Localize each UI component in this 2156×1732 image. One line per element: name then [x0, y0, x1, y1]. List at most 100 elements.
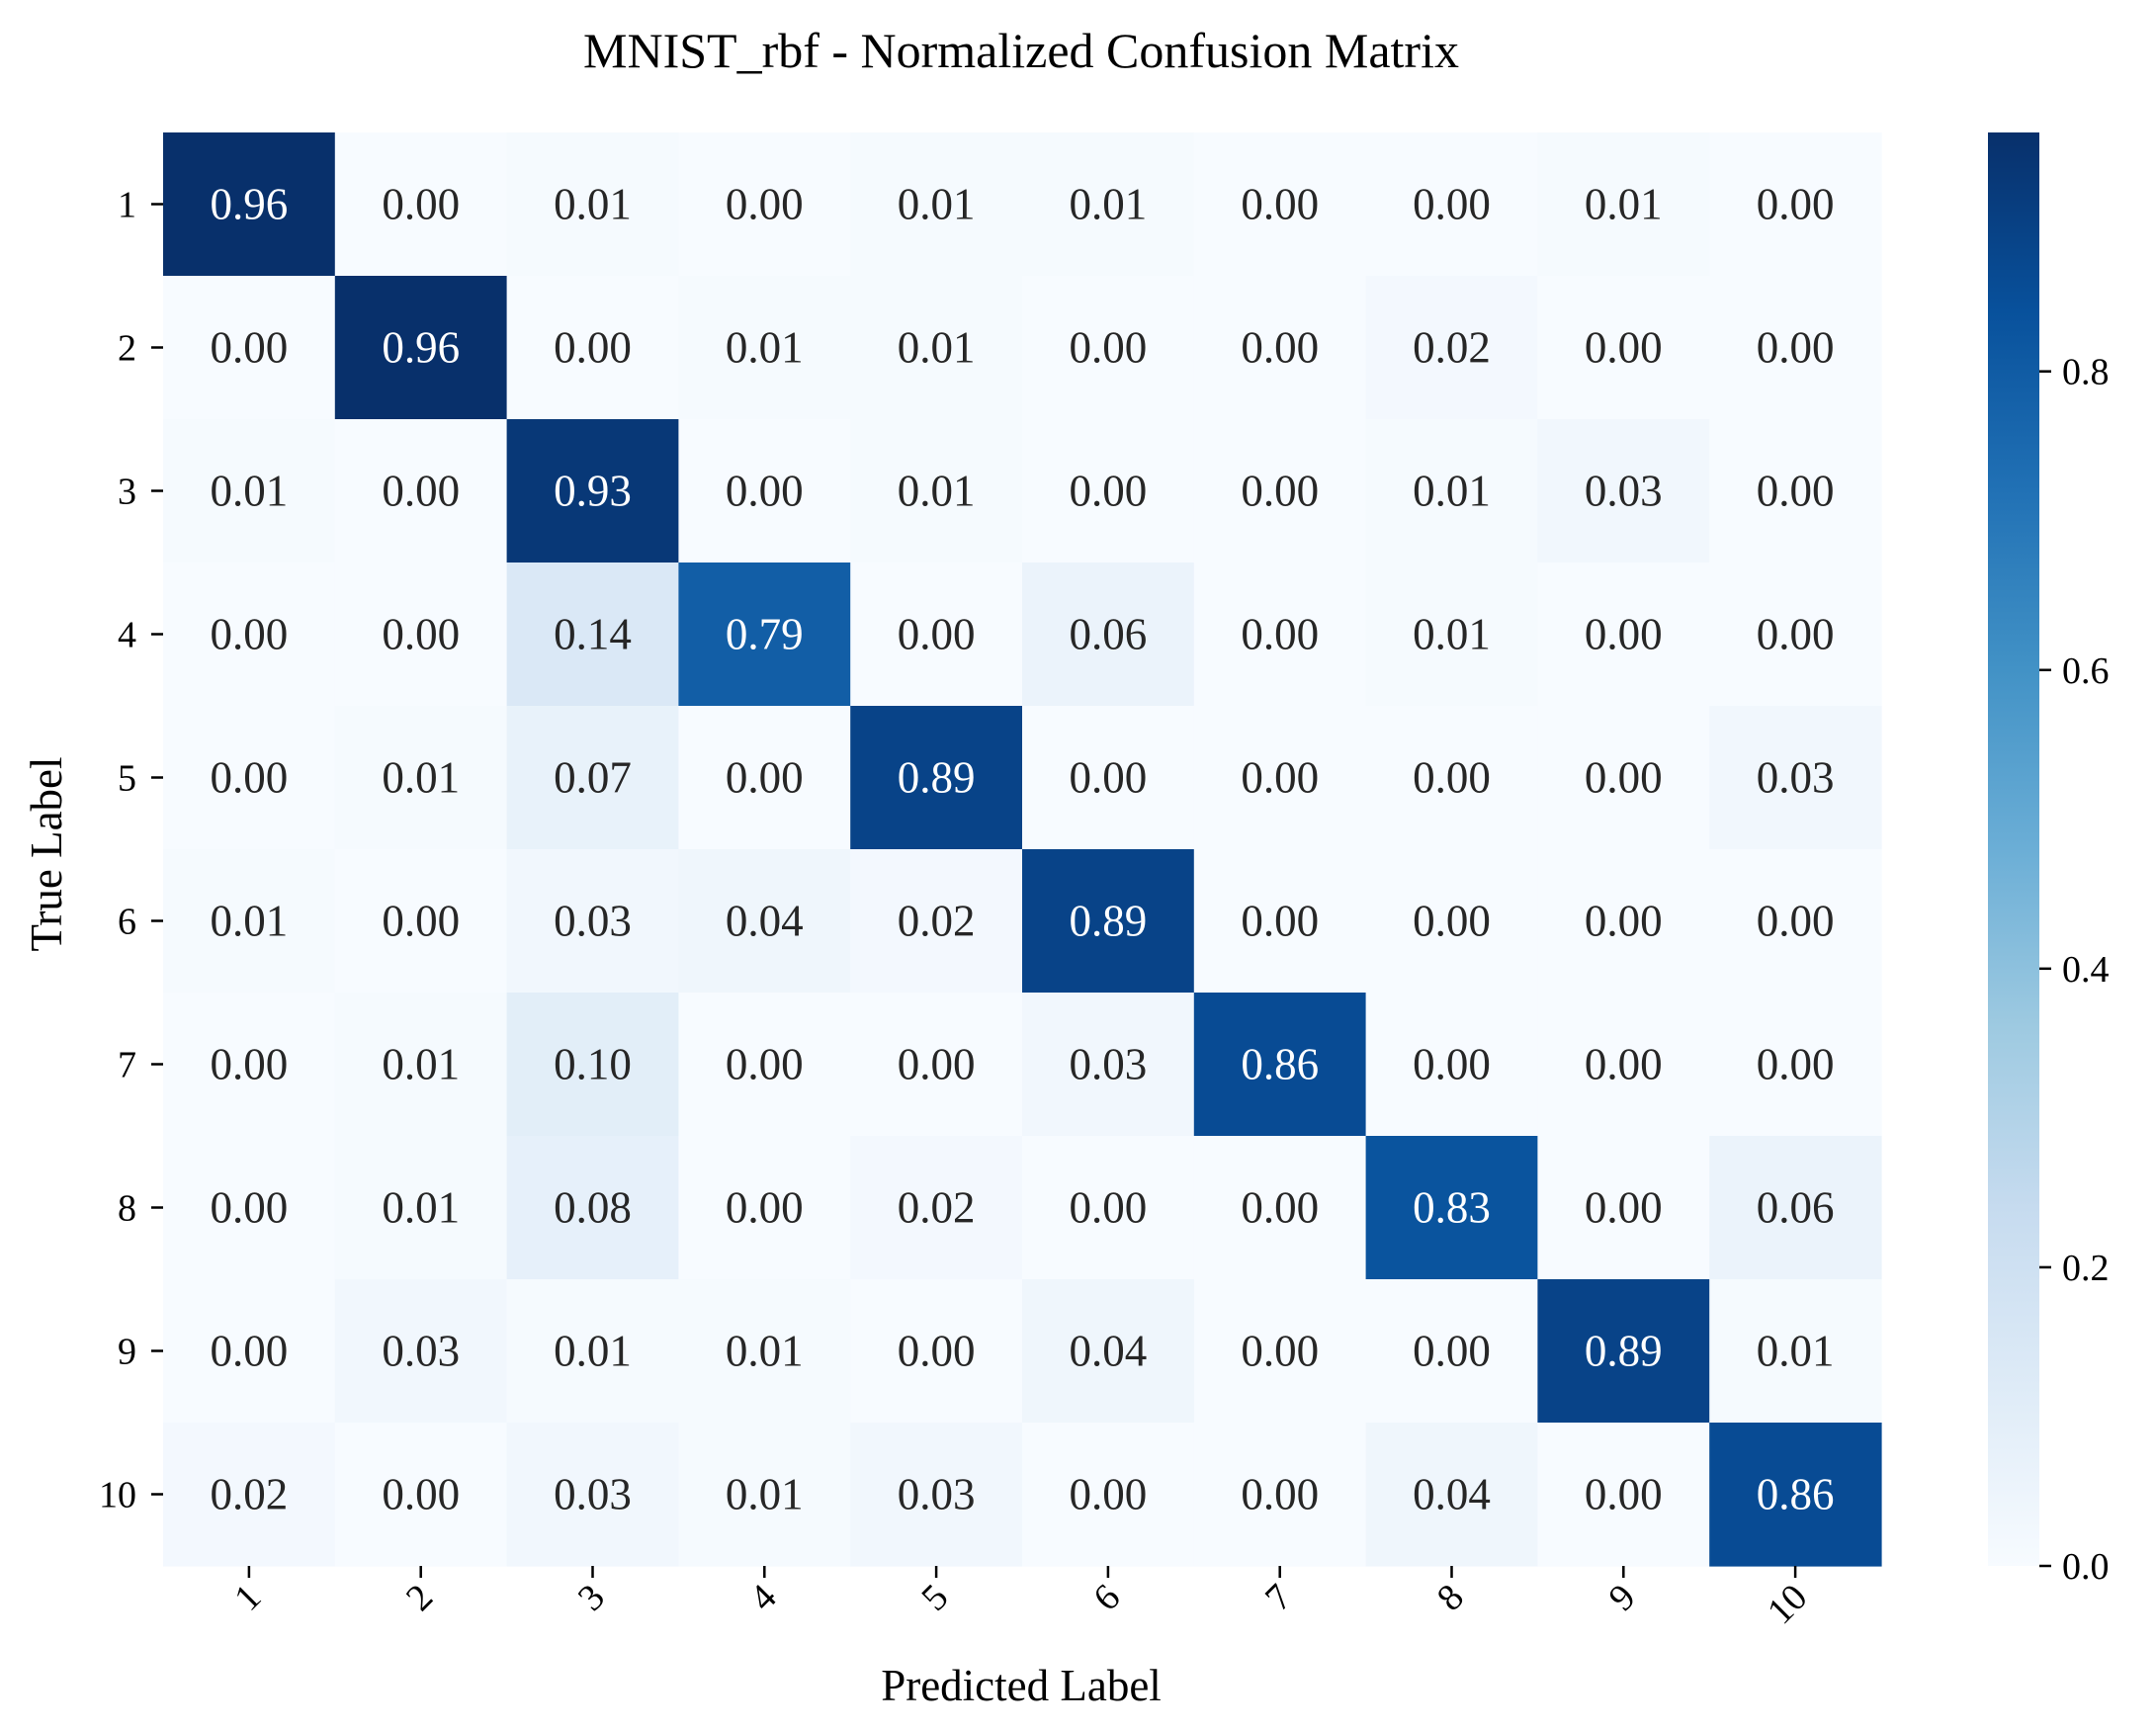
- heatmap-cell: [1365, 1423, 1538, 1567]
- cell-value-label: 0.00: [1585, 610, 1663, 659]
- heatmap-cell: [678, 1136, 851, 1280]
- chart-title: MNIST_rbf - Normalized Confusion Matrix: [583, 23, 1459, 78]
- heatmap-cell: [850, 132, 1023, 277]
- cell-value-label: 0.89: [898, 753, 976, 803]
- heatmap-cell: [1022, 563, 1195, 707]
- cell-value-label: 0.00: [1585, 1183, 1663, 1233]
- heatmap-cell: [678, 276, 851, 420]
- heatmap-cell: [334, 1423, 508, 1567]
- cell-value-label: 0.01: [898, 467, 976, 516]
- heatmap-cell: [506, 1423, 679, 1567]
- cell-value-label: 0.00: [382, 467, 460, 516]
- cell-value-label: 0.00: [898, 1040, 976, 1089]
- y-tick-label: 10: [99, 1475, 136, 1516]
- heatmap-cell: [506, 706, 679, 850]
- heatmap-cell: [1537, 1279, 1710, 1424]
- heatmap-cell: [163, 276, 336, 420]
- cell-value-label: 0.00: [382, 610, 460, 659]
- heatmap-cell: [1022, 849, 1195, 994]
- colorbar-tick-label: 0.2: [2062, 1248, 2110, 1289]
- cell-value-label: 0.03: [1070, 1040, 1148, 1089]
- cell-value-label: 0.06: [1757, 1183, 1835, 1233]
- heatmap-cell: [334, 563, 508, 707]
- heatmap-cell: [1365, 563, 1538, 707]
- heatmap-cell: [850, 1136, 1023, 1280]
- heatmap-cell: [850, 849, 1023, 994]
- cell-value-label: 0.00: [1413, 1327, 1491, 1376]
- cell-value-label: 0.14: [554, 610, 632, 659]
- heatmap-cell: [850, 1279, 1023, 1424]
- heatmap-cell: [1193, 419, 1367, 563]
- heatmap-cell: [850, 419, 1023, 563]
- heatmap-cell: [678, 1423, 851, 1567]
- heatmap-cell: [678, 849, 851, 994]
- heatmap-cell: [678, 993, 851, 1137]
- heatmap-cell: [334, 706, 508, 850]
- heatmap-cell: [1365, 132, 1538, 277]
- cell-value-label: 0.00: [726, 467, 804, 516]
- y-tick-label: 5: [118, 758, 136, 800]
- heatmap-cell: [163, 993, 336, 1137]
- cell-value-label: 0.96: [211, 180, 289, 229]
- cell-value-label: 0.01: [211, 467, 289, 516]
- cell-value-label: 0.00: [1757, 180, 1835, 229]
- cell-value-label: 0.00: [1585, 1470, 1663, 1519]
- cell-value-label: 0.01: [898, 323, 976, 373]
- y-axis-ticks: 1 2 3 4 5 6 7 8 9 10: [99, 185, 163, 1516]
- heatmap-cell: [1365, 706, 1538, 850]
- colorbar-tick-label: 0.0: [2062, 1546, 2110, 1588]
- heatmap-cell: [506, 276, 679, 420]
- heatmap-cell: [1709, 706, 1882, 850]
- cell-value-label: 0.01: [898, 180, 976, 229]
- cell-value-label: 0.00: [1070, 1470, 1148, 1519]
- cell-value-label: 0.96: [382, 323, 460, 373]
- cell-value-label: 0.00: [1070, 467, 1148, 516]
- heatmap-cell: [506, 419, 679, 563]
- heatmap-cell: [850, 1423, 1023, 1567]
- cell-value-label: 0.04: [726, 897, 804, 946]
- x-axis-ticks: 1 2 3 4 5 6 7 8 9 10: [226, 1566, 1815, 1632]
- y-tick-label: 9: [118, 1332, 136, 1373]
- heatmap-cell: [1709, 132, 1882, 277]
- cell-value-label: 0.00: [1241, 323, 1319, 373]
- heatmap-cell: [163, 706, 336, 850]
- cell-value-label: 0.10: [554, 1040, 632, 1089]
- cell-value-label: 0.01: [1070, 180, 1148, 229]
- heatmap-cell: [1365, 419, 1538, 563]
- heatmap-cell: [334, 1279, 508, 1424]
- y-tick-label: 4: [118, 615, 136, 656]
- cell-value-label: 0.00: [382, 897, 460, 946]
- heatmap-cell: [1537, 276, 1710, 420]
- x-tick-label: 6: [1085, 1577, 1128, 1619]
- cell-value-label: 0.00: [726, 1183, 804, 1233]
- heatmap-cell: [1022, 276, 1195, 420]
- cell-value-label: 0.00: [1413, 180, 1491, 229]
- heatmap-cell: [1365, 849, 1538, 994]
- cell-value-label: 0.00: [1757, 467, 1835, 516]
- cell-value-label: 0.04: [1413, 1470, 1491, 1519]
- colorbar-tick-label: 0.4: [2062, 949, 2110, 991]
- cell-value-label: 0.00: [1070, 1183, 1148, 1233]
- cell-value-label: 0.01: [726, 1470, 804, 1519]
- heatmap-cell: [334, 849, 508, 994]
- x-tick-label: 8: [1429, 1577, 1472, 1619]
- heatmap-cell: [1193, 993, 1367, 1137]
- cell-value-label: 0.01: [1757, 1327, 1835, 1376]
- cell-value-label: 0.00: [211, 1040, 289, 1089]
- cell-value-label: 0.01: [1413, 467, 1491, 516]
- heatmap-cell: [678, 563, 851, 707]
- cell-value-label: 0.03: [1585, 467, 1663, 516]
- heatmap-cell: [850, 706, 1023, 850]
- heatmap-cell: [678, 419, 851, 563]
- heatmap-cell: [1022, 993, 1195, 1137]
- cell-value-label: 0.00: [1585, 753, 1663, 803]
- cell-value-label: 0.00: [1241, 180, 1319, 229]
- heatmap-cell: [1709, 1279, 1882, 1424]
- heatmap-cell: [1709, 419, 1882, 563]
- cell-value-label: 0.00: [382, 1470, 460, 1519]
- cell-value-label: 0.00: [1757, 610, 1835, 659]
- x-tick-label: 10: [1760, 1577, 1816, 1633]
- heatmap-cell: [1022, 132, 1195, 277]
- y-tick-label: 7: [118, 1045, 136, 1086]
- x-axis-label: Predicted Label: [881, 1661, 1162, 1710]
